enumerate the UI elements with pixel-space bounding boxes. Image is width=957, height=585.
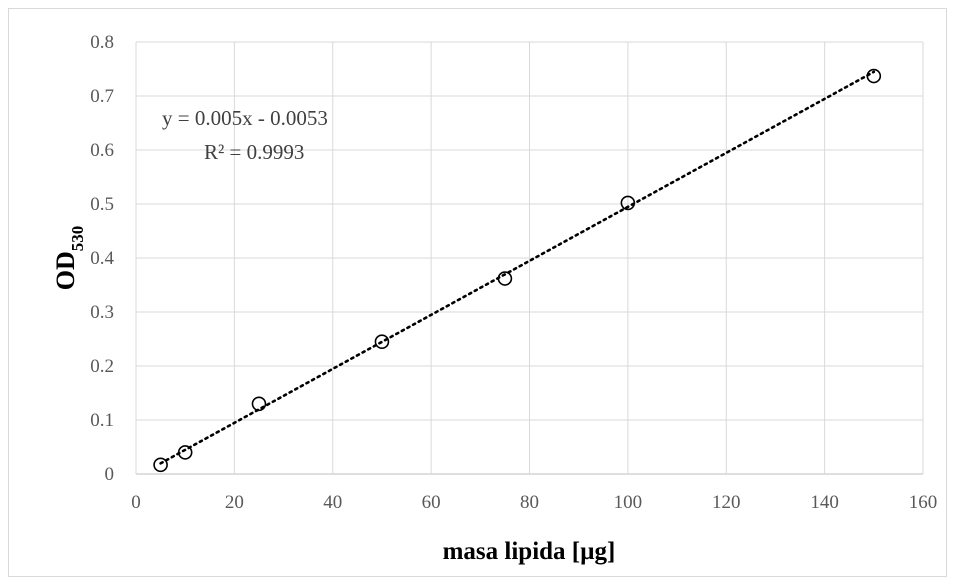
data-point (866, 68, 882, 84)
x-tick-label: 140 (810, 492, 839, 513)
y-axis-title: OD530 (51, 226, 87, 291)
data-point (620, 195, 636, 211)
x-tick-label: 0 (131, 492, 141, 513)
x-tick-label: 160 (909, 492, 938, 513)
gridlines (135, 41, 924, 475)
data-point (497, 271, 513, 286)
y-tick-label: 0.5 (90, 194, 114, 215)
y-tick-label: 0.1 (90, 410, 114, 431)
x-tick-label: 100 (614, 492, 643, 513)
y-tick-label: 0 (105, 464, 115, 485)
y-tick-label: 0.8 (90, 32, 114, 53)
y-tick-label: 0.2 (90, 356, 114, 377)
data-point (177, 445, 193, 460)
data-point (251, 396, 267, 412)
trendline-equation: y = 0.005x - 0.0053 (162, 106, 328, 130)
chart-area (8, 8, 947, 577)
x-tick-label: 80 (520, 492, 539, 513)
x-axis-title: masa lipida [µg] (443, 538, 616, 565)
data-point (374, 334, 390, 350)
trendline-path (159, 70, 876, 465)
y-axis-title-main: OD (51, 251, 80, 290)
y-tick-label: 0.7 (90, 86, 114, 107)
y-tick-label: 0.4 (90, 248, 114, 269)
y-axis-title-subscript: 530 (68, 226, 87, 252)
x-tick-label: 60 (422, 492, 441, 513)
x-tick-label: 20 (225, 492, 244, 513)
tick-labels: 0 0.1 0.2 0.3 0.4 0.5 0.6 0.7 0.8 0 20 40 60 80 100 120… (90, 32, 937, 513)
y-tick-label: 0.6 (90, 140, 114, 161)
y-tick-label: 0.3 (90, 302, 114, 323)
trendline-r2: R² = 0.9993 (204, 140, 304, 164)
data-points (153, 68, 882, 473)
x-tick-label: 120 (712, 492, 741, 513)
data-point (153, 457, 168, 473)
trendline (159, 70, 876, 465)
x-tick-label: 40 (323, 492, 342, 513)
